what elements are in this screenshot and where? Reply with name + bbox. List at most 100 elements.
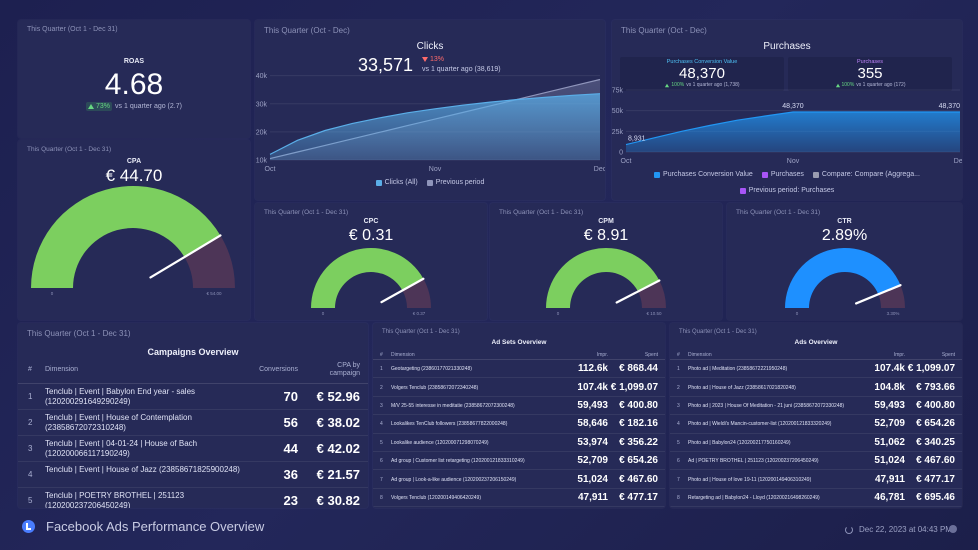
row-dimension: Tenclub | Event | 04-01-24 | House of Ba… <box>45 439 198 458</box>
row-rule <box>373 414 665 416</box>
row-dimension: Tenclub | Event | Babylon End year - sal… <box>45 387 196 406</box>
info-icon <box>949 525 957 533</box>
row-rule <box>18 409 368 410</box>
metric-label: Purchases Conversion Value <box>666 59 738 65</box>
row-value: 52,709 <box>577 455 608 467</box>
gauge-fill <box>546 248 660 308</box>
footer-timestamp: Dec 22, 2023 at 04:43 PM <box>859 525 952 534</box>
kpi-value: € 0.31 <box>348 227 394 244</box>
row-value: € 340.25 <box>916 436 955 448</box>
row-index: 5 <box>28 496 33 506</box>
widget-title: CPM <box>598 218 614 225</box>
x-tick-label: Oct <box>265 166 276 173</box>
gauge-track <box>402 278 431 308</box>
chart: 10k 20k 30k 40k Oct Nov Dec <box>256 73 605 173</box>
row-dimension: Ad group | Customer list retargeting (12… <box>391 458 525 465</box>
gauge-track <box>878 285 905 308</box>
column-header: # <box>28 366 32 373</box>
row-rule <box>373 506 665 508</box>
chart: 0 € 54.00 <box>31 185 235 296</box>
chart: 0 € 10.50 <box>546 248 666 316</box>
row-index: 1 <box>28 392 33 402</box>
row-rule <box>373 395 665 397</box>
row-value: 52,709 <box>874 418 905 430</box>
data-label: 8,931 <box>628 136 646 143</box>
legend-item: Previous period <box>426 179 484 186</box>
column-header: Spent <box>644 352 658 358</box>
row-dimension: Ad | POETRY BROTHEL | 251123 (1202002372… <box>688 458 819 465</box>
row-rule <box>373 451 665 452</box>
metric-value: 48,370 <box>679 65 725 82</box>
column-header: Impr. <box>893 352 905 358</box>
row-index: 4 <box>677 421 680 428</box>
row-dimension: Tenclub | Event | House of Contemplation… <box>45 413 192 432</box>
row-index: 6 <box>380 458 383 465</box>
widget-title: ROAS <box>123 58 145 65</box>
gauge-widget: This Quarter (Oct 1 - Dec 31) CPA € 44.70 0… <box>18 140 250 320</box>
row-index: 2 <box>677 384 680 391</box>
row-rule <box>670 432 962 434</box>
change-row: 73% vs 1 quarter ago (2.7) <box>18 102 250 111</box>
legend-label: Purchases <box>770 171 804 178</box>
row-rule <box>373 432 665 434</box>
period-label: This Quarter (Oct 1 - Dec 31) <box>27 329 131 338</box>
row-value: € 477.17 <box>916 473 955 485</box>
row-value: € 38.02 <box>316 415 360 431</box>
row-dimension: Photo ad | Wieldi's Mancin-customer-list… <box>688 421 832 428</box>
row-rule <box>670 451 962 452</box>
row-rule <box>373 377 665 379</box>
row-index: 7 <box>677 476 680 483</box>
change-badge: 13% <box>422 56 444 63</box>
row-index: 3 <box>380 403 383 409</box>
change-badge: 100% <box>835 82 854 88</box>
row-value: 51,062 <box>874 436 905 448</box>
row-value: 104.8k <box>874 381 905 393</box>
x-tick-label: Dec <box>594 166 605 173</box>
period-label: This Quarter (Oct 1 - Dec 31) <box>499 209 584 216</box>
area <box>270 93 600 160</box>
row-value: € 400.80 <box>916 400 955 411</box>
table-widget: This Quarter (Oct 1 - Dec 31) Ad Sets Ove… <box>373 323 665 508</box>
compare-text: vs 1 quarter ago (38,619) <box>422 66 501 73</box>
header-rule <box>670 359 962 360</box>
row-value: 56 <box>283 415 298 431</box>
x-tick-label: Dec <box>954 158 962 165</box>
row-value: € 42.02 <box>316 441 360 457</box>
line <box>625 111 960 146</box>
y-tick-label: 40k <box>256 73 268 80</box>
row-index: 3 <box>28 444 33 454</box>
y-tick-label: 10k <box>256 158 268 165</box>
change-badge: 73% <box>86 102 113 111</box>
row-value: 53,974 <box>577 436 608 448</box>
row-dimension: Geotargeting (23860177021330248) <box>391 366 472 373</box>
row-rule <box>18 461 368 462</box>
area <box>626 112 960 152</box>
row-index: 5 <box>380 439 383 446</box>
row-value: € 30.82 <box>316 493 360 508</box>
gauge-fill <box>785 248 901 308</box>
row-index: 2 <box>380 384 383 391</box>
row-index: 5 <box>677 439 680 446</box>
widget-title: CPA <box>126 158 142 165</box>
metric-card: Purchases 355 100% vs 1 quarter ago (172) <box>788 57 952 91</box>
row-value: € 868.44 <box>619 363 658 375</box>
row-rule <box>670 377 962 379</box>
row-value: 51,024 <box>874 455 905 467</box>
row-dimension: Tenclub | Event | House of Jazz (2385867… <box>45 465 240 474</box>
y-tick-label: 30k <box>256 101 268 108</box>
row-value: 107.4k <box>874 363 905 375</box>
row-value: € 654.26 <box>619 455 658 467</box>
period-label: This Quarter (Oct 1 - Dec 31) <box>382 329 460 335</box>
period-label: This Quarter (Oct 1 - Dec 31) <box>679 329 757 335</box>
row-dimension: Retargeting ad | Babylon24 - Lloyd (1202… <box>688 495 820 501</box>
column-header: Spent <box>941 352 955 358</box>
column-header: Impr. <box>596 352 608 358</box>
row-dimension: Lookalike audience (120200071298070249) <box>391 439 489 446</box>
legend-item: Compare: Compare (Aggrega... <box>812 171 920 178</box>
row-rule <box>18 435 368 436</box>
row-value: € 1,099.07 <box>610 381 658 393</box>
gauge-needle <box>854 284 902 305</box>
y-tick-label: 25k <box>612 129 623 136</box>
gauge-needle <box>149 234 222 279</box>
